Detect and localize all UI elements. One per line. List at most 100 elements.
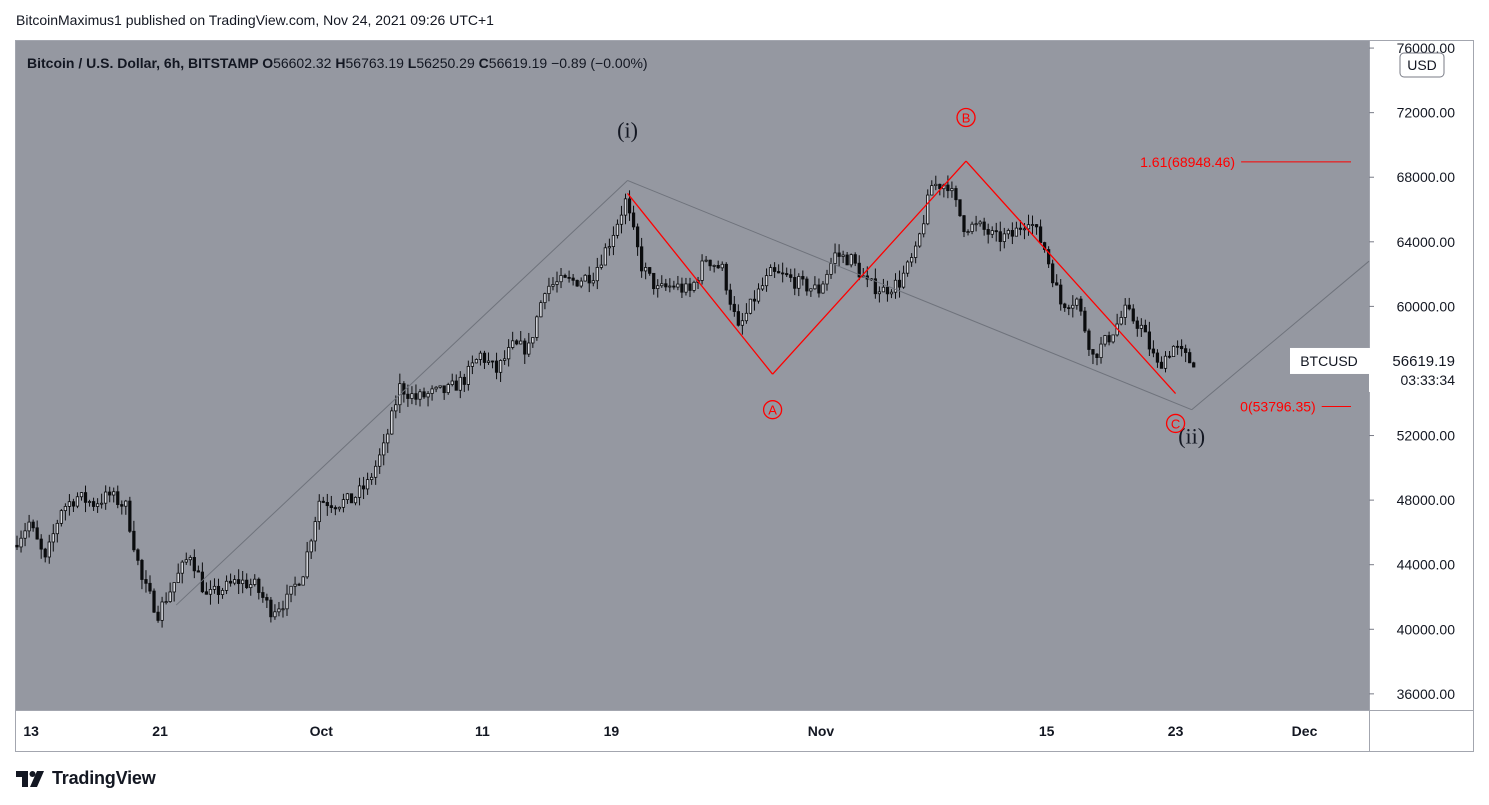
candle-body xyxy=(470,362,474,367)
price-chart-svg[interactable]: 36000.00 40000.00 44000.00 48000.00 52000.00… xyxy=(15,40,1474,752)
candle-body xyxy=(1002,233,1006,242)
candle-body xyxy=(704,259,708,262)
candle-body xyxy=(1063,303,1067,309)
candle-body xyxy=(1163,355,1168,369)
candle-body xyxy=(877,291,881,295)
candle-body xyxy=(756,288,761,302)
candle-body xyxy=(635,226,640,248)
candle-body xyxy=(265,597,269,601)
ohlc-part: H xyxy=(335,55,345,71)
bar-countdown-label: 03:33:34 xyxy=(1401,372,1456,388)
ohlc-part: −0.89 (−0.00%) xyxy=(551,55,648,71)
candle-body xyxy=(603,247,607,266)
fib-level-label: 1.61(68948.46) xyxy=(1140,154,1235,170)
candle-body xyxy=(406,393,410,399)
chart-container[interactable]: 36000.00 40000.00 44000.00 48000.00 52000.00… xyxy=(15,40,1474,752)
candle-body xyxy=(740,320,744,326)
candle-body xyxy=(986,229,990,235)
candle-body xyxy=(237,579,241,584)
candle-body xyxy=(652,272,656,290)
candle-body xyxy=(422,391,426,398)
candle-body xyxy=(684,283,688,293)
candle-body xyxy=(1111,334,1115,343)
candle-body xyxy=(208,589,213,595)
candle-body xyxy=(809,288,813,292)
candle-body xyxy=(781,272,785,275)
candle-body xyxy=(192,557,196,572)
candle-body xyxy=(853,254,857,264)
candle-body xyxy=(490,360,495,363)
currency-badge-button[interactable] xyxy=(1399,52,1445,78)
candle-body xyxy=(172,582,176,593)
candle-body xyxy=(744,312,749,322)
tradingview-logo[interactable]: TradingView xyxy=(16,768,156,789)
candle-body xyxy=(156,611,160,621)
candle-body xyxy=(640,246,644,272)
candle-body xyxy=(87,501,92,503)
candle-body xyxy=(253,578,257,585)
candle-body xyxy=(1095,353,1099,358)
guide-line-segment xyxy=(175,180,628,606)
candle-body xyxy=(1067,307,1071,310)
time-tick-label: Oct xyxy=(310,723,334,739)
candle-body xyxy=(1018,227,1023,230)
candle-body xyxy=(615,223,620,236)
candle-body xyxy=(672,285,676,288)
publisher-credit: BitcoinMaximus1 published on TradingView… xyxy=(16,12,494,28)
candle-body xyxy=(841,254,845,257)
candle-body xyxy=(148,582,152,592)
candle-body xyxy=(317,500,321,523)
candle-body xyxy=(293,583,297,587)
candle-body xyxy=(676,283,680,288)
currency-badge-label: USD xyxy=(1407,57,1437,73)
candle-body xyxy=(519,340,523,345)
candle-body xyxy=(482,352,487,363)
candle-body xyxy=(1188,352,1192,364)
candle-body xyxy=(164,601,168,604)
ohlc-part: L xyxy=(408,55,417,71)
candle-body xyxy=(1038,226,1043,243)
candle-body xyxy=(1123,304,1127,318)
guide-line-segment xyxy=(1191,260,1370,411)
chart-pane[interactable] xyxy=(15,40,1369,710)
candle-body xyxy=(527,342,531,355)
candle-body xyxy=(378,454,382,467)
candle-body xyxy=(825,273,829,285)
candle-body xyxy=(112,491,116,496)
candle-body xyxy=(611,234,616,247)
candle-body xyxy=(1079,298,1083,312)
candle-body xyxy=(19,537,23,548)
wave-label-a: A xyxy=(768,403,777,418)
candle-body xyxy=(905,261,910,274)
candle-body xyxy=(559,275,563,283)
candle-body xyxy=(599,264,603,268)
candle-body xyxy=(523,340,527,355)
candle-body xyxy=(857,262,861,278)
candle-body xyxy=(837,252,841,257)
time-axis[interactable] xyxy=(15,710,1474,752)
symbol-badge[interactable] xyxy=(1290,347,1369,374)
candle-body xyxy=(760,285,765,290)
candle-body xyxy=(212,585,217,590)
candle-body xyxy=(466,365,470,385)
price-tick-label: 52000.00 xyxy=(1397,428,1456,444)
candle-body xyxy=(507,347,511,360)
candle-body xyxy=(768,267,773,277)
candle-body xyxy=(732,303,736,312)
candle-body xyxy=(801,276,805,280)
candle-body xyxy=(1047,249,1051,265)
candle-body xyxy=(889,291,894,295)
candle-body xyxy=(498,360,503,373)
candle-body xyxy=(978,221,982,225)
candle-body xyxy=(551,284,555,287)
candle-body xyxy=(885,286,890,295)
candle-body xyxy=(374,465,378,478)
time-tick-label: Nov xyxy=(808,723,835,739)
wave-label-circle xyxy=(956,107,976,128)
candle-body xyxy=(656,285,660,290)
candle-body xyxy=(881,286,886,293)
candle-body xyxy=(724,263,728,291)
candle-body xyxy=(688,283,692,291)
candle-body xyxy=(1087,330,1091,350)
ohlc-part: 56602.32 xyxy=(273,55,335,71)
